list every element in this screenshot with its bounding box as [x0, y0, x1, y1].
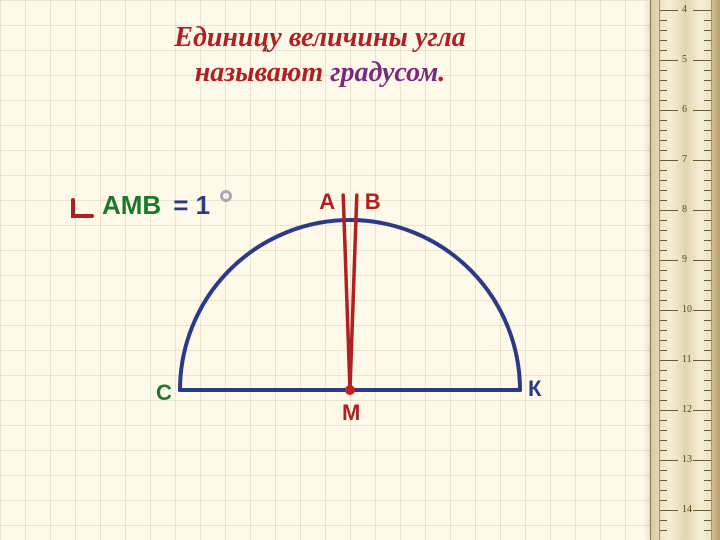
- ruler-decoration: 4567891011121314: [650, 0, 720, 540]
- label-b: В: [365, 189, 381, 215]
- title-line2b: градусом: [330, 57, 438, 88]
- title-block: Единицу величины угла называют градусом.: [0, 20, 640, 90]
- angle-icon: [70, 195, 94, 217]
- label-m: М: [342, 400, 360, 426]
- title-line2a: называют: [195, 57, 330, 88]
- label-k: К: [528, 376, 541, 402]
- title-line1: Единицу величины угла: [174, 22, 465, 53]
- label-c: С: [156, 380, 172, 406]
- semicircle-diagram: А В С К М: [150, 170, 570, 435]
- label-a: А: [319, 189, 335, 215]
- title-dot: .: [438, 57, 445, 88]
